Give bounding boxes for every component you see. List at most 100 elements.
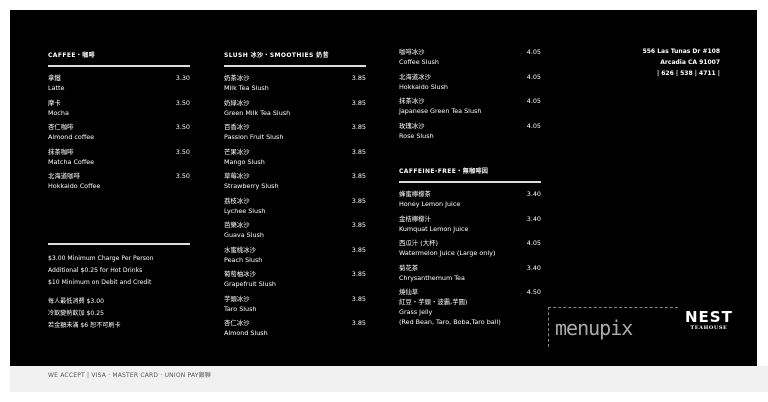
policy-notes: $3.00 Minimum Charge Per Person Additiona… bbox=[48, 243, 190, 332]
item-name-zh: 葡萄柚冰沙 bbox=[224, 270, 256, 278]
item-price: 3.40 bbox=[526, 263, 541, 272]
item-name-zh: 杏仁咖啡 bbox=[48, 123, 74, 131]
item-row: 西瓜汁 (大杯) 4.05 bbox=[399, 238, 541, 248]
caffeine-free-list: 蜂蜜檸檬茶 3.40 Honey Lemon Juice 金桔檸檬汁 3.40 Kumqu… bbox=[399, 189, 541, 283]
item-name-en: Guava Slush bbox=[224, 231, 264, 239]
menu-item: 葡萄柚冰沙 3.85 Grapefruit Slush bbox=[224, 269, 366, 289]
menu-item: 抹茶冰沙 4.05 Japanese Green Tea Slush bbox=[399, 96, 541, 116]
item-price: 4.05 bbox=[526, 48, 541, 56]
item-row: 芋頭冰沙 3.85 bbox=[224, 294, 366, 304]
item-name-en: Taro Slush bbox=[224, 304, 257, 313]
item-name-en: Watermelon Juice (Large only) bbox=[399, 249, 496, 257]
phone: | 626 | 538 | 4711 | bbox=[656, 70, 720, 77]
slush-list: 奶茶冰沙 3.85 Milk Tea Slush 奶綠冰沙 3.85 Green Milk… bbox=[224, 73, 366, 338]
item-name-zh: 拿鐵 bbox=[48, 74, 61, 82]
item-name-zh: 蜂蜜檸檬茶 bbox=[399, 190, 431, 198]
item-name-en: Passion Fruit Slush bbox=[224, 133, 284, 141]
logo-name: NEST bbox=[685, 308, 733, 326]
item-row: 荔枝冰沙 3.85 bbox=[224, 196, 366, 206]
item-row: 咖啡冰沙 4.05 bbox=[399, 47, 541, 57]
menu-item: 芋頭冰沙 3.85 Taro Slush bbox=[224, 294, 366, 314]
divider bbox=[48, 65, 190, 67]
item-price: 3.85 bbox=[351, 196, 366, 205]
menu-item: 西瓜汁 (大杯) 4.05 Watermelon Juice (Large only… bbox=[399, 238, 541, 258]
item-name-en: Milk Tea Slush bbox=[224, 84, 269, 92]
menu-item: 北海道咖啡 3.50 Hokkaido Coffee bbox=[48, 171, 190, 191]
item-name-zh: 芭樂冰沙 bbox=[224, 221, 250, 229]
item-name-zh: 奶綠冰沙 bbox=[224, 98, 250, 107]
menu-item: 摩卡 3.50 Mocha bbox=[48, 98, 190, 118]
address-line: Arcadia CA 91007 bbox=[660, 59, 720, 66]
coffee-section: CAFFEE・咖啡 拿鐵 3.30 Latte 摩卡 3.50 Mocha 杏仁咖啡 3.50… bbox=[48, 51, 190, 196]
policy-line: 若金額未滿 $6 恕不可刷卡 bbox=[48, 322, 121, 329]
item-name-en: Mocha bbox=[48, 108, 69, 117]
item-name-en: Matcha Coffee bbox=[48, 157, 95, 166]
item-name-zh: 北海道咖啡 bbox=[48, 172, 80, 180]
item-name-zh: 燒仙草 bbox=[399, 288, 419, 296]
item-price: 3.85 bbox=[351, 74, 366, 82]
item-row: 蜂蜜檸檬茶 3.40 bbox=[399, 189, 541, 199]
item-name-zh: 摩卡 bbox=[48, 98, 61, 107]
item-name-zh: 金桔檸檬汁 bbox=[399, 214, 431, 223]
item-row: 杏仁冰沙 3.85 bbox=[224, 318, 366, 328]
menu-item: 菊花茶 3.40 Chrysanthemum Tea bbox=[399, 263, 541, 283]
section-header: CAFFEE・咖啡 bbox=[48, 52, 96, 59]
item-row: 燒仙草 4.50 bbox=[399, 287, 541, 297]
item-name-zh: 水蜜桃冰沙 bbox=[224, 245, 256, 254]
item-name-zh: 玫瑰冰沙 bbox=[399, 121, 425, 130]
menu-panel bbox=[10, 10, 757, 366]
item-name-en: Grapefruit Slush bbox=[224, 280, 276, 288]
slush-section: SLUSH 冰沙・SMOOTHIES 奶昔 奶茶冰沙 3.85 Milk Tea S… bbox=[224, 51, 366, 343]
policy-line: Additional $0.25 for Hot Drinks bbox=[48, 267, 143, 274]
menu-item: 北海道冰沙 4.05 Hokkaido Slush bbox=[399, 72, 541, 92]
policy-line: $10 Minimum on Debit and Credit bbox=[48, 279, 152, 286]
divider bbox=[224, 65, 366, 67]
item-name-en: Japanese Green Tea Slush bbox=[399, 107, 482, 115]
item-price: 3.50 bbox=[175, 98, 190, 107]
menu-item: 咖啡冰沙 4.05 Coffee Slush bbox=[399, 47, 541, 67]
item-price: 3.85 bbox=[351, 245, 366, 254]
policy-line: 每人最低消費 $3.00 bbox=[48, 298, 104, 305]
item-name-en: Chrysanthemum Tea bbox=[399, 273, 465, 282]
item-price: 3.85 bbox=[351, 319, 366, 327]
item-price: 4.05 bbox=[526, 121, 541, 130]
item-name-en: Kumquat Lemon Juice bbox=[399, 224, 469, 233]
item-name-en: Strawberry Slush bbox=[224, 182, 279, 190]
item-price: 4.05 bbox=[526, 97, 541, 105]
item-desc-en: (Red Bean, Taro, Boba,Taro ball) bbox=[399, 318, 501, 326]
payment-accepted: WE ACCEPT | VISA · MASTER CARD · UNION P… bbox=[48, 372, 212, 379]
address-line: 556 Las Tunas Dr #108 bbox=[642, 48, 720, 55]
menupix-watermark: menupix bbox=[548, 307, 678, 347]
item-name-zh: 芒果冰沙 bbox=[224, 147, 250, 156]
item-name-zh: 荔枝冰沙 bbox=[224, 196, 250, 205]
caffeine-free-section: CAFFEINE-FREE・無咖啡因 蜂蜜檸檬茶 3.40 Honey Lemon … bbox=[399, 167, 541, 332]
divider bbox=[48, 243, 190, 245]
item-price: 4.05 bbox=[526, 239, 541, 247]
item-price: 3.85 bbox=[351, 147, 366, 156]
slush2-list: 咖啡冰沙 4.05 Coffee Slush 北海道冰沙 4.05 Hokkaido Sl… bbox=[399, 47, 541, 141]
menu-item: 草莓冰沙 3.85 Strawberry Slush bbox=[224, 171, 366, 191]
coffee-list: 拿鐵 3.30 Latte 摩卡 3.50 Mocha 杏仁咖啡 3.50 Almond cof… bbox=[48, 73, 190, 191]
item-price: 3.85 bbox=[351, 294, 366, 303]
item-price: 3.30 bbox=[175, 74, 190, 82]
footer-strip bbox=[10, 366, 768, 392]
item-row: 摩卡 3.50 bbox=[48, 98, 190, 108]
item-name-zh: 北海道冰沙 bbox=[399, 72, 431, 81]
item-name-zh: 西瓜汁 (大杯) bbox=[399, 239, 438, 247]
item-price: 3.40 bbox=[526, 190, 541, 198]
item-name-en: Coffee Slush bbox=[399, 58, 439, 66]
section-header: SLUSH 冰沙・SMOOTHIES 奶昔 bbox=[224, 52, 329, 59]
item-name-en: Mango Slush bbox=[224, 157, 265, 166]
policy-notes-zh: 每人最低消費 $3.00 冷飲變熱飲加 $0.25 若金額未滿 $6 恕不可刷卡 bbox=[48, 296, 190, 332]
item-name-zh: 奶茶冰沙 bbox=[224, 74, 250, 82]
item-price: 3.85 bbox=[351, 221, 366, 229]
menu-item: 杏仁咖啡 3.50 Almond coffee bbox=[48, 122, 190, 142]
divider bbox=[399, 181, 541, 183]
menu-item: 奶茶冰沙 3.85 Milk Tea Slush bbox=[224, 73, 366, 93]
menu-item: 芭樂冰沙 3.85 Guava Slush bbox=[224, 220, 366, 240]
menu-item: 拿鐵 3.30 Latte bbox=[48, 73, 190, 93]
item-price: 3.85 bbox=[351, 270, 366, 278]
nest-teahouse-logo: NEST TEAHOUSE bbox=[685, 309, 733, 332]
item-name-en: Green Milk Tea Slush bbox=[224, 108, 291, 117]
slush-continued: 咖啡冰沙 4.05 Coffee Slush 北海道冰沙 4.05 Hokkaido Sl… bbox=[399, 47, 541, 145]
